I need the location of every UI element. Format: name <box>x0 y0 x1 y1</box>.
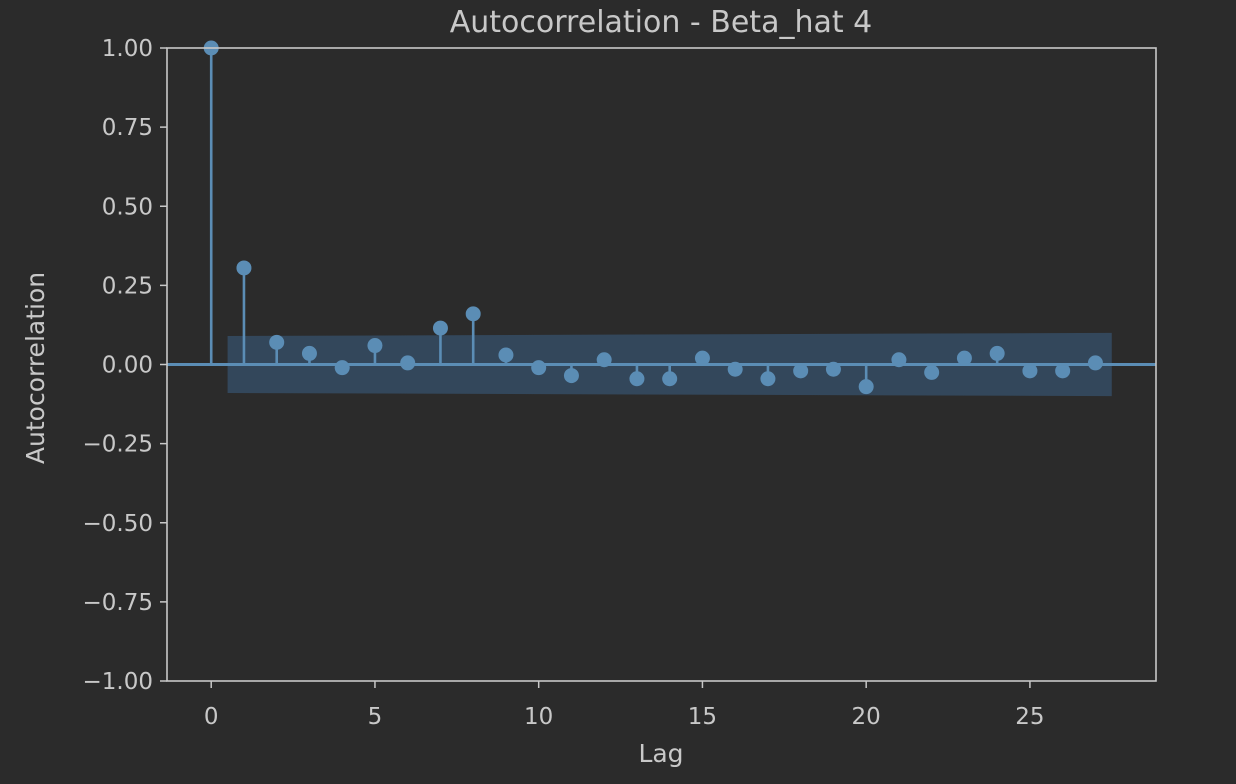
y-tick-label: 0.00 <box>102 353 153 379</box>
stem-marker <box>924 364 940 380</box>
stem-marker <box>236 260 252 276</box>
x-tick-label: 5 <box>368 704 383 730</box>
stem-marker <box>1022 363 1038 379</box>
x-tick-label: 20 <box>852 704 881 730</box>
stem-marker <box>956 350 972 366</box>
y-tick-label: −0.50 <box>83 511 153 537</box>
stem-marker <box>891 352 907 368</box>
stem-layer <box>203 40 1103 395</box>
stem-marker <box>1055 363 1071 379</box>
y-axis: 1.00 0.75 0.50 0.25 0.00 −0.25 −0.50 −0.75 −1.00 <box>83 36 167 695</box>
x-tick-label: 10 <box>524 704 553 730</box>
stem-marker <box>629 371 645 387</box>
stem-marker <box>400 355 416 371</box>
x-axis: 0 5 10 15 20 25 <box>204 681 1045 730</box>
stem-marker <box>498 347 514 363</box>
stem-marker <box>367 338 383 354</box>
stem-marker <box>662 371 678 387</box>
stem-marker <box>858 379 874 395</box>
stem-marker <box>269 334 285 350</box>
stem-marker <box>596 352 612 368</box>
stem-marker <box>432 320 448 336</box>
stem-marker <box>989 345 1005 361</box>
x-tick-label: 0 <box>204 704 219 730</box>
stem-marker <box>727 361 743 377</box>
stem-marker <box>465 306 481 322</box>
stem-marker <box>793 363 809 379</box>
stem-marker <box>563 368 579 384</box>
y-tick-label: 0.50 <box>102 194 153 220</box>
y-tick-label: −0.25 <box>83 432 153 458</box>
stem-marker <box>301 345 317 361</box>
stem-marker <box>1087 355 1103 371</box>
stem-marker <box>531 360 547 376</box>
y-tick-label: 0.75 <box>102 115 153 141</box>
stem-marker <box>334 360 350 376</box>
y-tick-label: 1.00 <box>102 36 153 62</box>
stem-marker <box>825 361 841 377</box>
y-tick-label: 0.25 <box>102 273 153 299</box>
chart-title: Autocorrelation - Beta_hat 4 <box>450 5 873 40</box>
x-tick-label: 25 <box>1015 704 1044 730</box>
y-tick-label: −0.75 <box>83 590 153 616</box>
stem-marker <box>694 350 710 366</box>
x-axis-label: Lag <box>638 739 683 768</box>
x-tick-label: 15 <box>688 704 717 730</box>
stem-marker <box>760 371 776 387</box>
y-axis-label: Autocorrelation <box>21 272 50 464</box>
y-tick-label: −1.00 <box>83 669 153 695</box>
